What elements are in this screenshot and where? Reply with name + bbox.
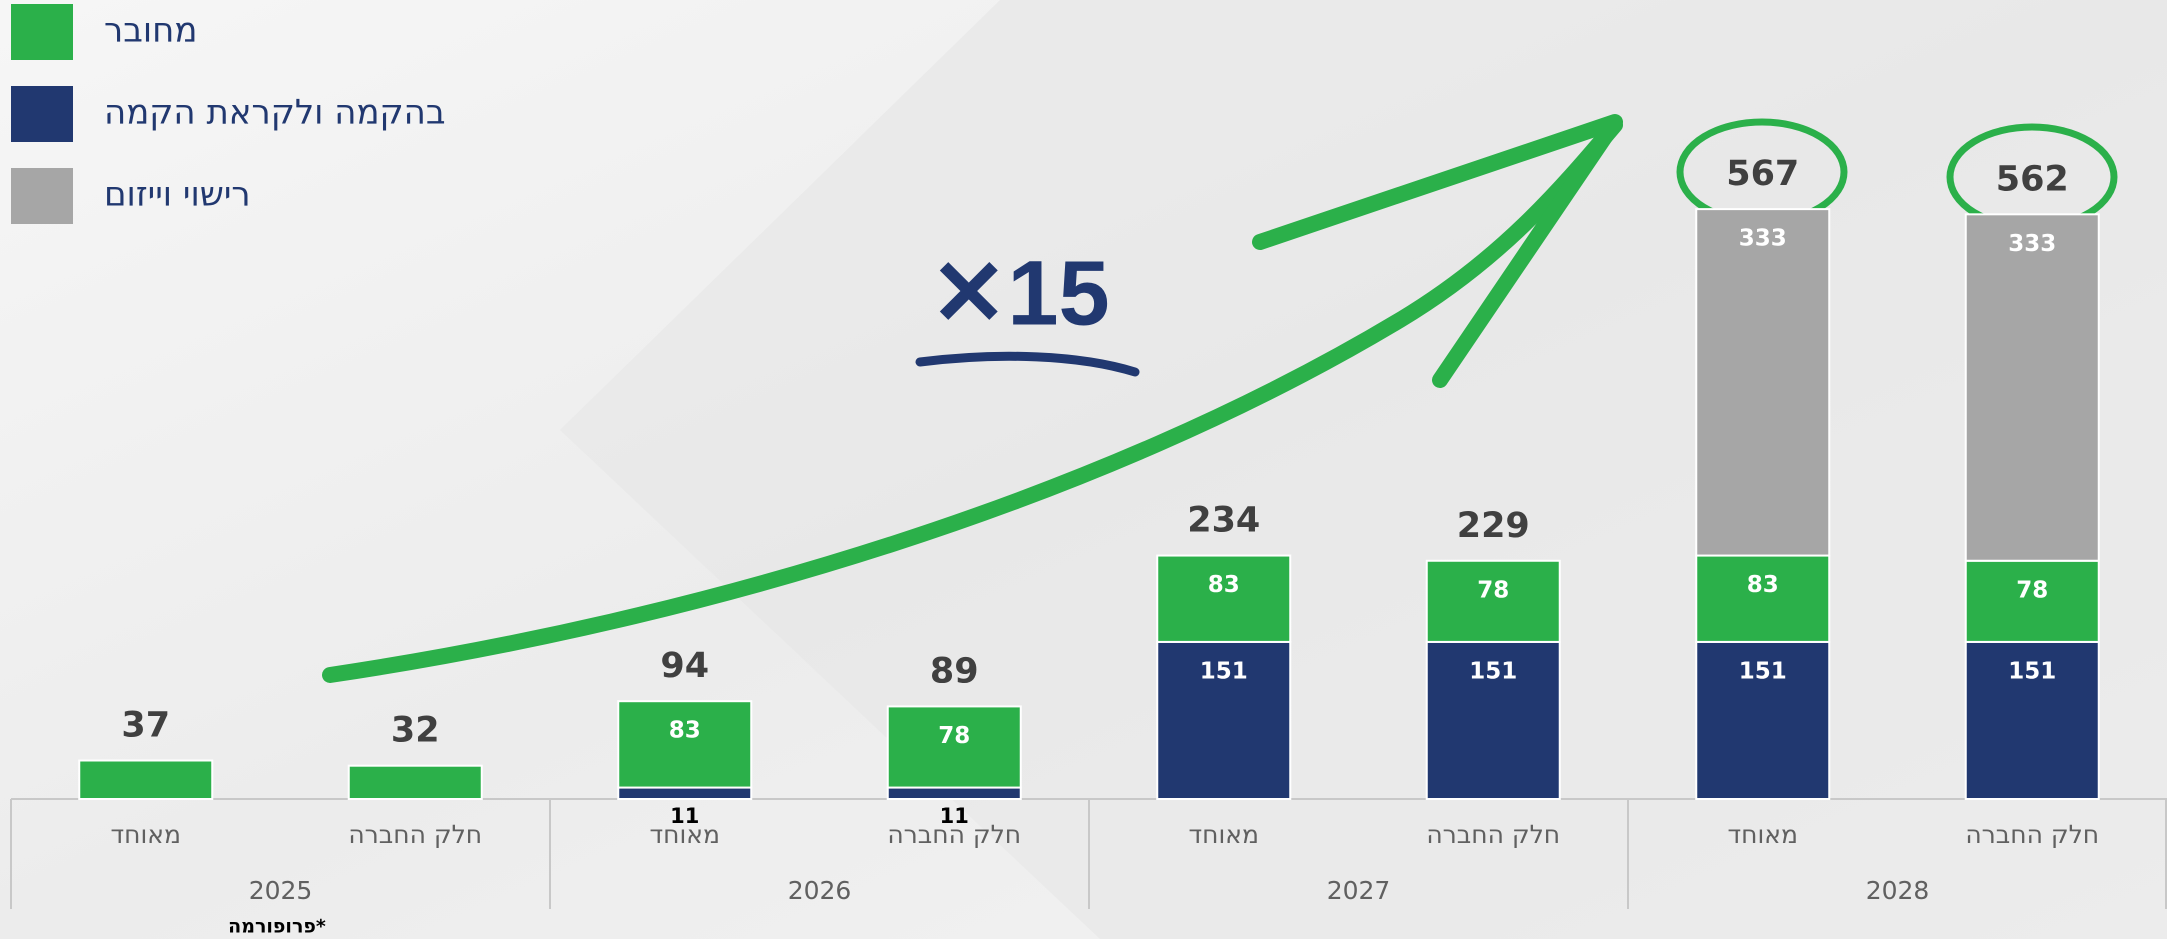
total-label: 567 xyxy=(1726,154,1799,194)
total-label: 229 xyxy=(1457,506,1530,546)
bar-segment xyxy=(1157,556,1290,642)
segment-label: 78 xyxy=(1477,577,1509,603)
segment-label: 151 xyxy=(2008,658,2056,684)
x-tick-label: חלק החברה xyxy=(1426,820,1560,849)
bar-segment xyxy=(1696,209,1829,555)
page: ✕15 פרופורמה* 2025 2026 2027 2028 בהקמה ולקר… xyxy=(0,0,2167,939)
legend-label: מחובר xyxy=(104,11,197,51)
chart: ✕15 פרופורמה* 2025 2026 2027 2028 בהקמה ולקר… xyxy=(0,0,2167,939)
segment-label: 83 xyxy=(1208,572,1240,598)
group-label: 2026 xyxy=(788,876,852,905)
bar-segment xyxy=(349,766,482,799)
annotation: ✕15 xyxy=(930,242,1109,344)
segment-label: 151 xyxy=(1469,658,1517,684)
legend-label: בהקמה ולקראת הקמה xyxy=(104,93,446,133)
segment-label: 11 xyxy=(940,804,969,828)
x-tick-label: חלק החברה xyxy=(348,820,482,849)
legend-swatch xyxy=(11,168,73,224)
bar-segment xyxy=(618,701,751,787)
group-label: 2027 xyxy=(1327,876,1391,905)
total-label: 89 xyxy=(930,651,979,691)
group-label: 2028 xyxy=(1866,876,1930,905)
x-tick-label: חלק החברה xyxy=(1965,820,2099,849)
legend-swatch xyxy=(11,4,73,60)
x-tick-label: מאוחד xyxy=(111,820,181,849)
segment-label: 83 xyxy=(669,718,701,744)
x-tick-label: מאוחד xyxy=(1728,820,1798,849)
bar-segment xyxy=(1966,214,2099,560)
segment-label: 333 xyxy=(2008,231,2056,257)
total-label: 562 xyxy=(1996,159,2069,199)
bar-segment xyxy=(79,761,212,799)
x-tick-label: מאוחד xyxy=(1189,820,1259,849)
segment-label: 78 xyxy=(938,723,970,749)
total-label: 234 xyxy=(1187,501,1260,541)
bar-segment xyxy=(888,788,1021,799)
segment-label: 78 xyxy=(2016,577,2048,603)
segment-label: 151 xyxy=(1739,658,1787,684)
segment-label: 333 xyxy=(1739,226,1787,252)
legend-swatch xyxy=(11,86,73,142)
legend-label: רישוי וייזום xyxy=(104,175,251,215)
bar-segment xyxy=(618,788,751,799)
segment-label: 83 xyxy=(1747,572,1779,598)
total-label: 94 xyxy=(660,646,709,686)
total-label: 37 xyxy=(121,706,170,746)
bar-segment xyxy=(1696,556,1829,642)
group-label: 2025 xyxy=(249,876,313,905)
footnote: פרופורמה* xyxy=(228,916,326,938)
total-label: 32 xyxy=(391,711,440,751)
segment-label: 11 xyxy=(670,804,699,828)
segment-label: 151 xyxy=(1200,658,1248,684)
